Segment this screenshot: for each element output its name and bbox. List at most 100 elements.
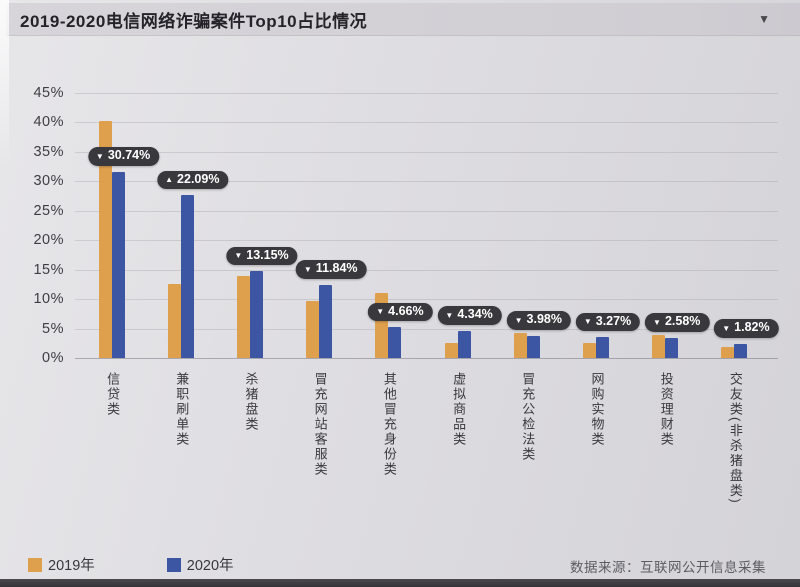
bar-group: ▼ 3.98% bbox=[492, 93, 571, 358]
category-cell: 冒充网站客服类 bbox=[285, 372, 354, 544]
gridline bbox=[75, 93, 778, 94]
category-labels: 信贷类 兼职刷单类 杀猪盘类 冒充网站客服类 其他冒充身份类 虚拟商品类 冒充公检法类 网购实… bbox=[77, 372, 769, 544]
category-cell: 交友类(非杀猪盘类) bbox=[700, 372, 769, 544]
y-tick-label: 25% bbox=[33, 202, 64, 219]
value-pill: ▼ 11.84% bbox=[295, 260, 367, 279]
trend-down-icon: ▼ bbox=[234, 251, 243, 261]
category-label: 兼职刷单类 bbox=[174, 372, 190, 447]
category-cell: 虚拟商品类 bbox=[423, 372, 492, 544]
gridline bbox=[75, 269, 778, 271]
bar-2019 bbox=[306, 301, 320, 358]
bar-group: ▼ 1.82% bbox=[700, 93, 779, 358]
y-tick-label: 45% bbox=[33, 85, 64, 101]
trend-down-icon: ▼ bbox=[95, 151, 104, 161]
y-tick-label: 5% bbox=[42, 320, 64, 337]
legend-item-2020: 2020年 bbox=[166, 554, 234, 575]
y-tick-label: 15% bbox=[33, 261, 64, 278]
bar-group: ▲ 22.09% bbox=[146, 93, 229, 358]
pill-value: 11.84% bbox=[315, 261, 358, 276]
photo-bottom-edge bbox=[0, 579, 800, 587]
category-label: 其他冒充身份类 bbox=[381, 372, 397, 477]
category-label: 交友类(非杀猪盘类) bbox=[727, 372, 743, 505]
collapse-caret-icon[interactable]: ▼ bbox=[758, 12, 770, 26]
pill-value: 22.09% bbox=[177, 171, 220, 186]
bar-2019 bbox=[652, 335, 666, 358]
pill-value: 3.98% bbox=[526, 312, 562, 327]
trend-down-icon: ▼ bbox=[303, 264, 312, 274]
pill-value: 3.27% bbox=[595, 313, 632, 328]
category-cell: 杀猪盘类 bbox=[215, 372, 284, 544]
value-pill: ▼ 13.15% bbox=[226, 246, 298, 266]
bar-2019 bbox=[98, 120, 112, 358]
trend-down-icon: ▼ bbox=[583, 317, 592, 327]
y-tick-label: 35% bbox=[33, 143, 64, 160]
bar-2020 bbox=[319, 284, 333, 358]
category-label: 投资理财类 bbox=[658, 372, 674, 447]
legend-label-2019: 2019年 bbox=[48, 558, 95, 574]
trend-up-icon: ▲ bbox=[165, 175, 174, 185]
bar-2019 bbox=[721, 347, 735, 358]
category-cell: 兼职刷单类 bbox=[146, 372, 215, 544]
category-cell: 投资理财类 bbox=[631, 372, 700, 544]
gridline bbox=[75, 328, 778, 330]
category-cell: 信贷类 bbox=[77, 372, 146, 544]
bar-2019 bbox=[237, 275, 250, 358]
bar-2019 bbox=[513, 333, 527, 358]
gridline bbox=[75, 181, 778, 183]
value-pill: ▼ 3.27% bbox=[575, 312, 641, 332]
trend-down-icon: ▼ bbox=[376, 307, 385, 317]
category-label: 冒充网站客服类 bbox=[312, 372, 328, 477]
y-tick-label: 10% bbox=[33, 291, 64, 308]
panel-title: 2019-2020电信网络诈骗案件Top10占比情况 bbox=[20, 11, 368, 31]
value-pill: ▼ 30.74% bbox=[87, 147, 160, 166]
trend-down-icon: ▼ bbox=[445, 310, 454, 320]
pill-value: 4.66% bbox=[388, 303, 424, 318]
trend-down-icon: ▼ bbox=[653, 317, 661, 327]
bar-2020 bbox=[388, 327, 402, 358]
bar-2020 bbox=[457, 330, 471, 358]
legend-item-2019: 2019年 bbox=[28, 554, 95, 575]
pill-value: 4.34% bbox=[457, 307, 493, 322]
value-pill: ▲ 22.09% bbox=[157, 170, 229, 190]
category-label: 冒充公检法类 bbox=[520, 372, 536, 462]
gridline bbox=[75, 122, 778, 124]
y-axis: 45% 40% 35% 30% 25% 20% 15% 10% 5% 0% bbox=[0, 85, 64, 366]
bar-2019 bbox=[583, 343, 597, 358]
legend-swatch-2020 bbox=[166, 557, 181, 572]
bar-group: ▼ 4.34% bbox=[423, 93, 502, 358]
category-label: 网购实物类 bbox=[589, 372, 605, 447]
bar-groups: ▼ 30.74% ▲ 22.09% ▼ 13.15% ▼ 11.84% ▼ 4.66% ▼ 4.34%… bbox=[77, 93, 779, 358]
category-cell: 冒充公检法类 bbox=[492, 372, 561, 544]
source-note: 数据来源：互联网公开信息采集 bbox=[570, 560, 766, 575]
value-pill: ▼ 4.66% bbox=[368, 302, 433, 322]
y-tick-label: 0% bbox=[42, 350, 64, 366]
y-tick-label: 40% bbox=[33, 114, 64, 131]
bar-2020 bbox=[665, 337, 679, 358]
y-tick-label: 30% bbox=[33, 173, 64, 190]
bar-group: ▼ 13.15% bbox=[215, 93, 298, 358]
bar-group: ▼ 30.74% bbox=[77, 93, 160, 358]
value-pill: ▼ 2.58% bbox=[645, 313, 710, 332]
trend-down-icon: ▼ bbox=[514, 315, 523, 325]
y-tick-label: 20% bbox=[33, 232, 64, 249]
bar-group: ▼ 4.66% bbox=[354, 93, 433, 358]
pill-value: 1.82% bbox=[734, 320, 770, 335]
bar-group: ▼ 2.58% bbox=[631, 93, 710, 358]
legend: 2019年 2020年 bbox=[28, 554, 234, 575]
trend-down-icon: ▼ bbox=[722, 323, 731, 333]
gridline bbox=[75, 358, 778, 359]
bar-2020 bbox=[596, 337, 610, 358]
legend-swatch-2019 bbox=[28, 557, 42, 572]
bar-group: ▼ 3.27% bbox=[561, 93, 641, 358]
gridline bbox=[75, 299, 778, 301]
panel-header: 2019-2020电信网络诈骗案件Top10占比情况 ▼ bbox=[6, 3, 800, 36]
bar-group: ▼ 11.84% bbox=[285, 93, 367, 358]
category-label: 信贷类 bbox=[105, 372, 121, 417]
plot-area: ▼ 30.74% ▲ 22.09% ▼ 13.15% ▼ 11.84% ▼ 4.66% ▼ 4.34%… bbox=[75, 93, 780, 359]
bar-2020 bbox=[250, 271, 263, 358]
gridline bbox=[75, 240, 778, 242]
bar-2019 bbox=[167, 283, 181, 358]
category-label: 虚拟商品类 bbox=[451, 372, 467, 447]
value-pill: ▼ 4.34% bbox=[437, 306, 502, 325]
